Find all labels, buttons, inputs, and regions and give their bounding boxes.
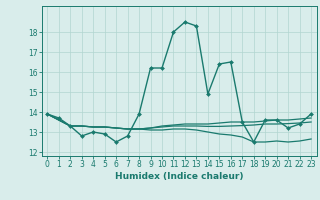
- X-axis label: Humidex (Indice chaleur): Humidex (Indice chaleur): [115, 172, 244, 181]
